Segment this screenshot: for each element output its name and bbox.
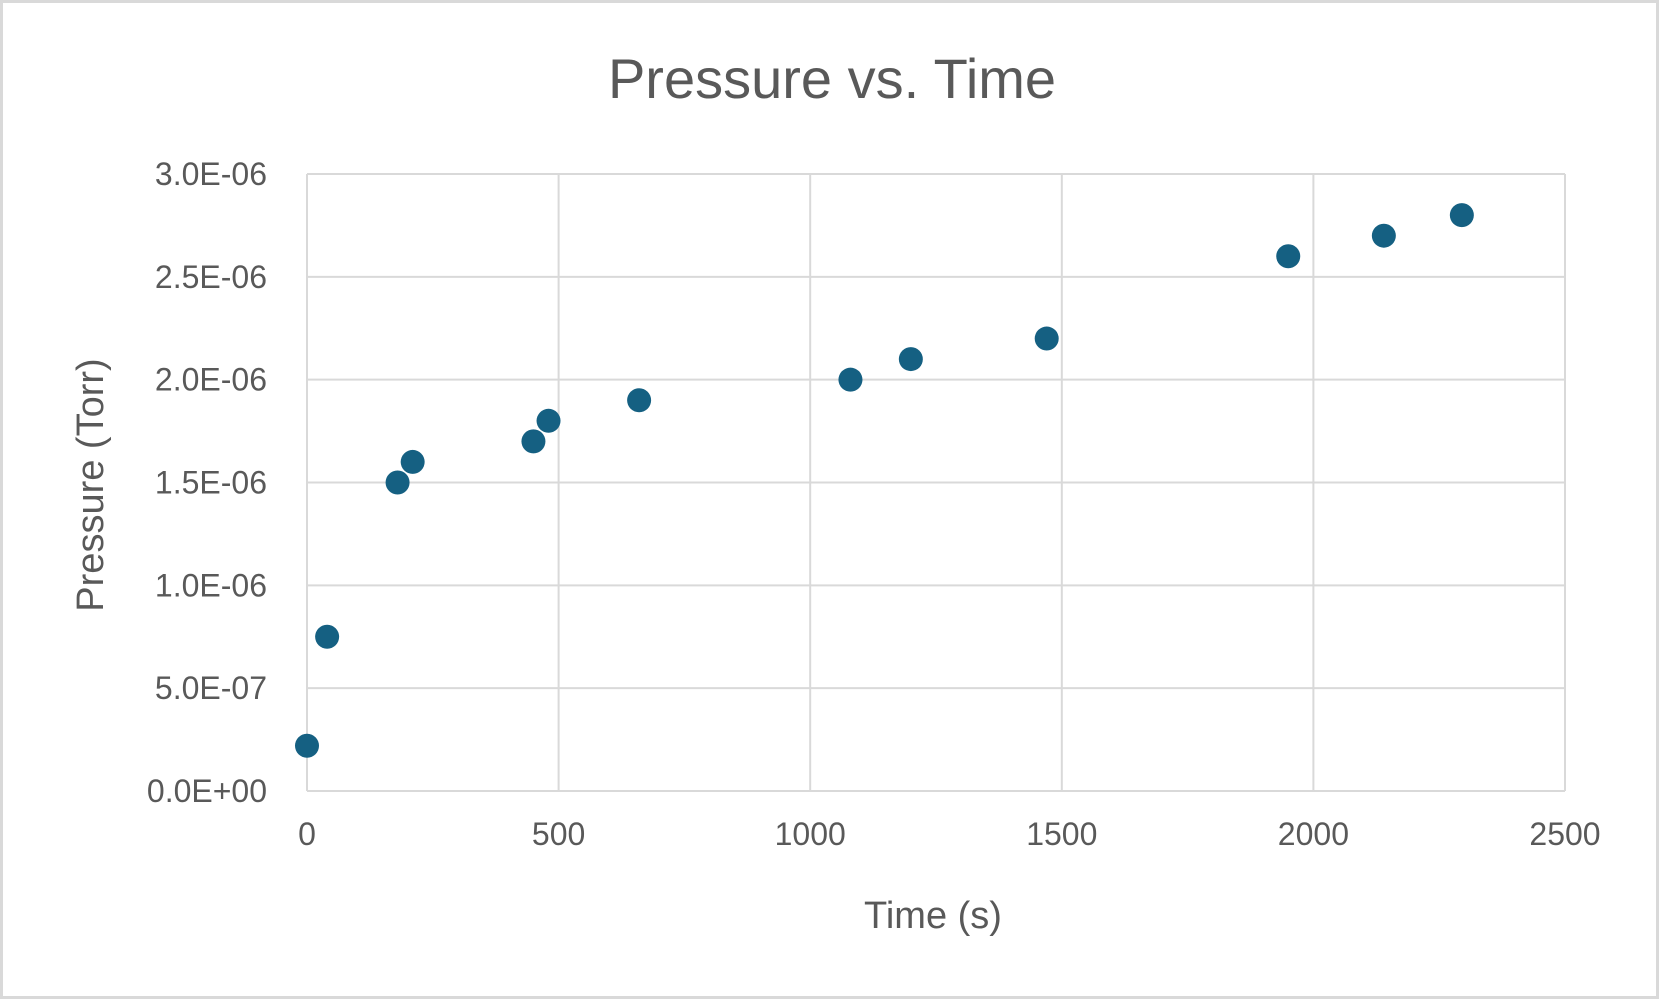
x-tick-label: 1000 <box>775 816 846 852</box>
x-tick-label: 2500 <box>1529 816 1600 852</box>
chart-title: Pressure vs. Time <box>608 47 1056 110</box>
y-tick-label: 1.0E-06 <box>155 567 267 603</box>
x-tick-label: 500 <box>532 816 585 852</box>
data-point <box>315 624 340 649</box>
y-tick-label: 2.5E-06 <box>155 259 267 295</box>
data-point <box>1276 244 1301 269</box>
data-series <box>295 203 1474 758</box>
y-tick-label: 3.0E-06 <box>155 156 267 192</box>
y-tick-label: 2.0E-06 <box>155 362 267 398</box>
x-tick-label: 1500 <box>1026 816 1097 852</box>
x-axis-title: Time (s) <box>864 895 1002 937</box>
y-axis-ticks: 0.0E+00 5.0E-07 1.0E-06 1.5E-06 2.0E-06 2.5E-… <box>147 156 267 809</box>
data-point <box>1371 223 1396 248</box>
data-point <box>1449 203 1474 228</box>
data-point <box>385 470 410 495</box>
y-tick-label: 0.0E+00 <box>147 773 267 809</box>
data-point <box>295 733 319 758</box>
x-axis-ticks: 0 500 1000 1500 2000 2500 <box>298 816 1600 852</box>
x-tick-label: 0 <box>298 816 316 852</box>
data-point <box>898 347 923 372</box>
x-tick-label: 2000 <box>1278 816 1349 852</box>
y-axis-title: Pressure (Torr) <box>70 358 112 611</box>
gridlines <box>306 173 1566 792</box>
data-point <box>1034 326 1059 351</box>
data-point <box>627 388 652 413</box>
scatter-chart: Pressure vs. Time 0.0E+00 5.0E-07 1.0E-06 1… <box>70 47 1601 937</box>
data-point <box>521 429 546 454</box>
data-point <box>838 367 863 392</box>
data-point <box>400 449 425 474</box>
y-tick-label: 1.5E-06 <box>155 465 267 501</box>
y-tick-label: 5.0E-07 <box>155 670 267 706</box>
data-point <box>536 408 561 433</box>
